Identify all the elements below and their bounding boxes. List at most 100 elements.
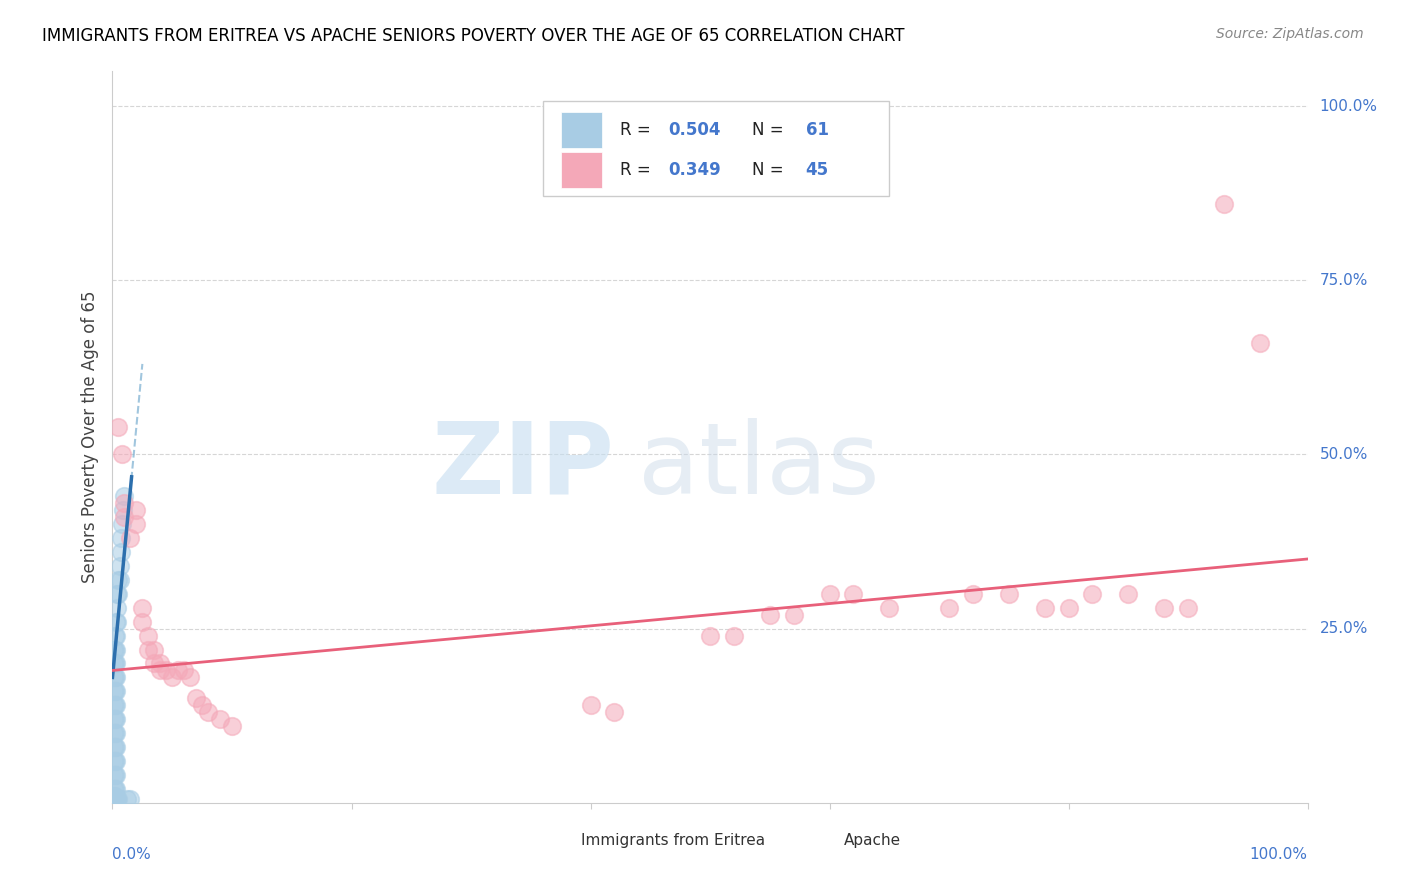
FancyBboxPatch shape [561, 112, 603, 148]
FancyBboxPatch shape [561, 152, 603, 188]
Point [104, 712, 127, 726]
Point [103, 792, 125, 806]
Point [107, 587, 129, 601]
Point [155, 664, 177, 678]
Point [103, 642, 125, 657]
Point [782, 607, 804, 622]
Point [103, 698, 125, 713]
Point [107, 419, 129, 434]
Point [842, 587, 865, 601]
Text: 100.0%: 100.0% [1250, 847, 1308, 862]
Text: N =: N = [752, 161, 789, 179]
Text: 0.0%: 0.0% [112, 847, 152, 862]
Point [105, 726, 128, 740]
Point [125, 517, 148, 532]
Point [104, 629, 127, 643]
FancyBboxPatch shape [800, 832, 835, 850]
Point [138, 629, 160, 643]
Text: 0.349: 0.349 [668, 161, 721, 179]
Text: 100.0%: 100.0% [1320, 99, 1378, 113]
Point [143, 642, 166, 657]
Point [131, 615, 153, 629]
FancyBboxPatch shape [543, 101, 889, 195]
Point [1081, 587, 1104, 601]
Text: N =: N = [752, 121, 789, 139]
Point [197, 705, 219, 719]
Point [107, 792, 129, 806]
Text: 45: 45 [806, 161, 828, 179]
Point [105, 615, 128, 629]
Text: R =: R = [620, 121, 657, 139]
Point [105, 698, 128, 713]
Point [103, 789, 125, 803]
Point [103, 657, 125, 671]
Point [167, 664, 190, 678]
Text: ZIP: ZIP [432, 417, 614, 515]
Point [103, 670, 125, 684]
Point [103, 712, 125, 726]
Point [105, 754, 128, 768]
Point [103, 792, 125, 806]
Point [104, 754, 127, 768]
Point [105, 740, 128, 755]
Point [603, 705, 626, 719]
Point [105, 781, 128, 796]
Point [104, 792, 127, 806]
Text: R =: R = [620, 161, 657, 179]
Point [221, 719, 243, 733]
Point [104, 698, 127, 713]
Text: 0.504: 0.504 [668, 121, 721, 139]
Point [162, 670, 183, 684]
Point [103, 792, 125, 806]
Point [149, 657, 172, 671]
Point [138, 642, 160, 657]
Point [105, 712, 128, 726]
Point [191, 698, 214, 713]
Point [110, 531, 132, 545]
Point [938, 600, 960, 615]
Text: Immigrants from Eritrea: Immigrants from Eritrea [581, 833, 765, 848]
Point [120, 531, 142, 545]
Point [1177, 600, 1199, 615]
Point [125, 503, 148, 517]
Point [103, 768, 125, 782]
Point [209, 712, 232, 726]
Point [104, 726, 127, 740]
Point [131, 600, 153, 615]
Point [105, 792, 128, 806]
Point [173, 664, 195, 678]
Point [104, 670, 127, 684]
Point [114, 510, 135, 524]
Point [103, 726, 125, 740]
Point [114, 489, 135, 503]
Point [104, 740, 127, 755]
Point [699, 629, 721, 643]
Text: 50.0%: 50.0% [1320, 447, 1368, 462]
Point [104, 792, 127, 806]
Point [105, 792, 128, 806]
Point [1213, 196, 1236, 211]
Text: 61: 61 [806, 121, 828, 139]
Point [879, 600, 901, 615]
Point [579, 698, 602, 713]
Point [108, 573, 131, 587]
Point [723, 629, 745, 643]
Point [759, 607, 782, 622]
Point [1057, 600, 1080, 615]
Point [103, 754, 125, 768]
Point [103, 781, 125, 796]
Point [105, 684, 128, 698]
Point [105, 642, 128, 657]
Point [186, 691, 208, 706]
Point [105, 600, 128, 615]
Text: Source: ZipAtlas.com: Source: ZipAtlas.com [1216, 27, 1364, 41]
Point [105, 587, 128, 601]
Point [104, 768, 127, 782]
Point [111, 448, 134, 462]
Point [149, 664, 172, 678]
Point [110, 545, 132, 559]
Point [105, 670, 128, 684]
Point [105, 629, 128, 643]
Point [1249, 336, 1271, 351]
Point [108, 558, 131, 573]
